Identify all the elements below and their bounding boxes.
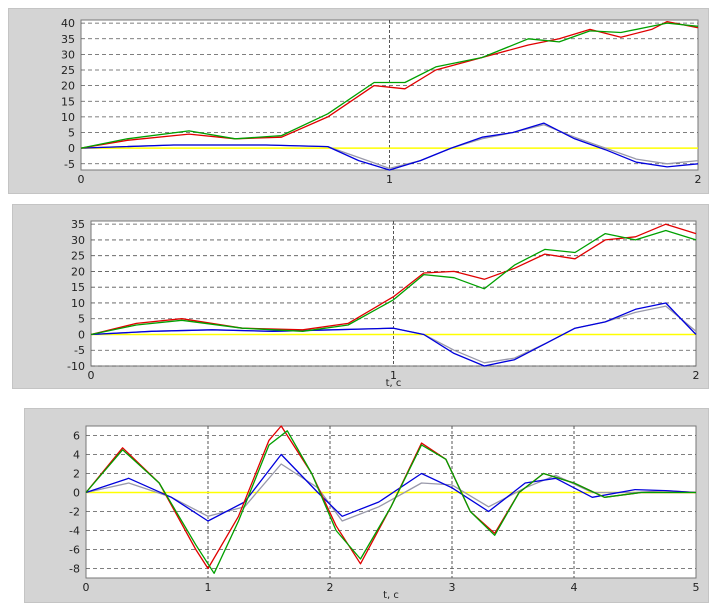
x-tick-label: 0 — [83, 581, 90, 594]
y-tick-label: 20 — [71, 265, 85, 278]
y-tick-label: -5 — [74, 344, 85, 357]
y-tick-label: 5 — [68, 127, 75, 140]
x-tick-label: 1 — [386, 173, 393, 186]
chart-panel-3: 6 4 2 0 -2 -4 -6 -8 0 1 2 3 4 5 t, c — [24, 408, 709, 603]
y-tick-label: 25 — [71, 250, 85, 263]
x-tick-label: 1 — [205, 581, 212, 594]
y-tick-label: 5 — [78, 313, 85, 326]
x-tick-label: 2 — [695, 173, 702, 186]
x-tick-label: 0 — [78, 173, 85, 186]
y-tick-label: -5 — [64, 158, 75, 171]
series-line-1 — [80, 22, 699, 149]
series-line-2 — [80, 20, 699, 149]
x-tick-label: 3 — [449, 581, 456, 594]
y-tick-label: 10 — [71, 297, 85, 310]
y-tick-label: 30 — [71, 234, 85, 247]
y-tick-label: -2 — [69, 506, 80, 519]
y-tick-label: 6 — [73, 430, 80, 443]
y-tick-label: 15 — [61, 95, 75, 108]
series-line-3 — [90, 302, 697, 367]
x-tick-label: 2 — [693, 369, 700, 382]
y-tick-label: -6 — [69, 544, 80, 557]
y-tick-label: 15 — [71, 281, 85, 294]
y-tick-label: 2 — [73, 468, 80, 481]
x-tick-label: 0 — [88, 369, 95, 382]
y-tick-label: 10 — [61, 111, 75, 124]
y-tick-label: -10 — [67, 360, 85, 373]
y-tick-label: 4 — [73, 449, 80, 462]
y-tick-label: 30 — [61, 48, 75, 61]
series-line-1 — [90, 229, 697, 336]
y-tick-label: 40 — [61, 17, 75, 30]
y-tick-label: 35 — [71, 218, 85, 231]
chart-panel-2: 35 30 25 20 15 10 5 0 -5 -10 0 1 2 t, c — [12, 204, 709, 389]
series-line-4 — [85, 463, 697, 522]
y-tick-label: 0 — [73, 487, 80, 500]
chart-panel-1: 40 35 30 25 20 15 10 5 0 -5 0 1 2 — [8, 8, 709, 194]
y-tick-label: -4 — [69, 525, 80, 538]
y-tick-label: -8 — [69, 563, 80, 576]
series-line-1 — [85, 430, 696, 574]
y-tick-label: 0 — [78, 328, 85, 341]
x-axis-label: t, c — [386, 378, 402, 389]
x-tick-label: 2 — [327, 581, 334, 594]
y-tick-label: 25 — [61, 64, 75, 77]
y-tick-label: 35 — [61, 33, 75, 46]
y-tick-label: 20 — [61, 80, 75, 93]
x-tick-label: 4 — [571, 581, 578, 594]
x-axis-label: t, c — [383, 590, 399, 601]
x-tick-label: 5 — [693, 581, 700, 594]
plot-area — [85, 425, 697, 579]
y-tick-label: 0 — [68, 142, 75, 155]
x-tick-label: 1 — [390, 369, 397, 382]
series-line-3 — [80, 122, 699, 171]
